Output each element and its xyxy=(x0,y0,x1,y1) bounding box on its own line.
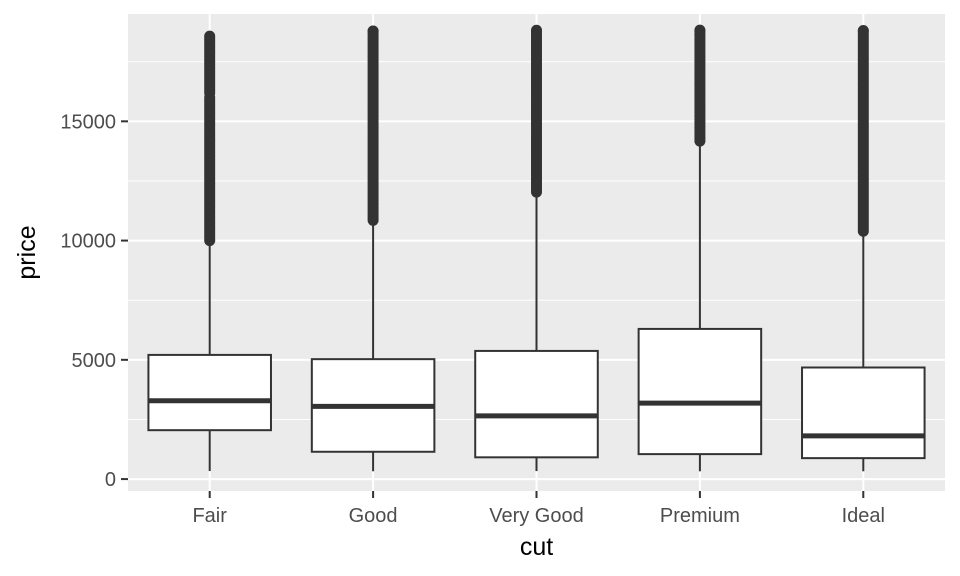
box-ideal xyxy=(801,25,926,472)
box-premium xyxy=(637,24,763,472)
x-axis: Fair Good Very Good Premium Ideal xyxy=(192,491,885,527)
x-tick-label: Very Good xyxy=(489,505,584,527)
x-tick-label: Good xyxy=(349,505,398,527)
y-axis: 0 5000 10000 15000 xyxy=(60,111,128,491)
iqr-box xyxy=(147,353,272,432)
outlier-point xyxy=(204,30,216,42)
x-tick-label: Fair xyxy=(192,505,227,527)
iqr-box xyxy=(474,349,599,459)
iqr-box xyxy=(637,327,763,456)
x-tick-label: Ideal xyxy=(842,505,885,527)
iqr-box xyxy=(801,366,926,460)
outlier-point xyxy=(857,25,869,37)
box-good xyxy=(310,25,436,472)
x-axis-title: cut xyxy=(520,533,553,561)
outlier-point xyxy=(694,24,706,36)
y-tick-label: 0 xyxy=(105,469,116,491)
box-layer xyxy=(147,24,926,472)
box-very-good xyxy=(474,24,599,472)
outlier-point xyxy=(531,24,542,36)
x-tick-label: Premium xyxy=(660,505,740,527)
y-tick-label: 5000 xyxy=(72,350,117,372)
y-tick-label: 10000 xyxy=(60,231,116,253)
y-axis-title: price xyxy=(13,225,41,279)
box-fair xyxy=(147,30,272,472)
y-tick-label: 15000 xyxy=(60,111,116,133)
outlier-point xyxy=(367,25,379,37)
